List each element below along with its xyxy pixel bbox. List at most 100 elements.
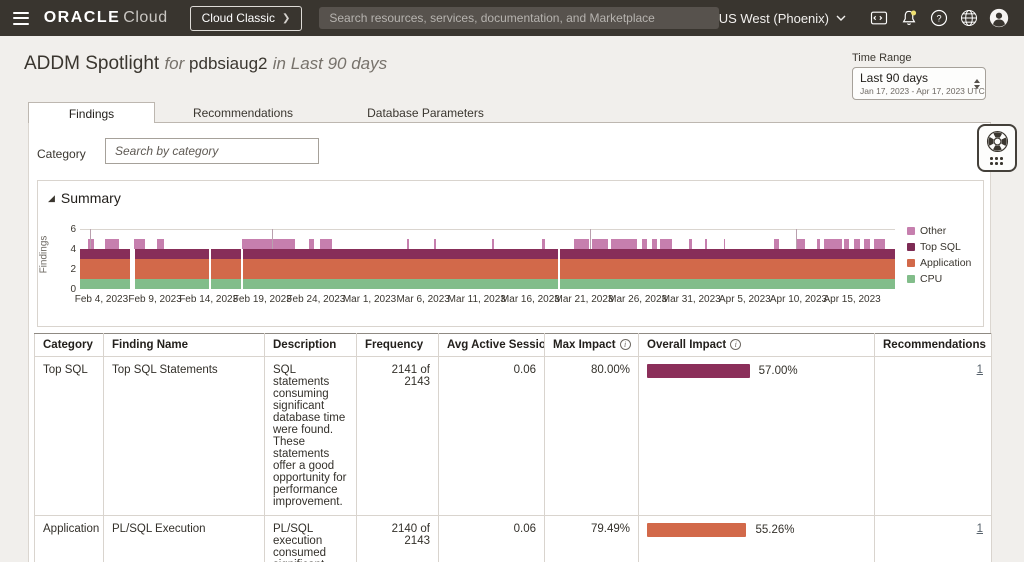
tab-database-parameters[interactable]: Database Parameters (367, 105, 484, 120)
x-axis-tick: Mar 21, 2023 (554, 294, 614, 305)
legend-item-cpu: CPU (907, 273, 971, 285)
series-segment-other (705, 239, 707, 249)
spotlight-widget-button[interactable] (977, 124, 1017, 172)
series-segment-other (816, 239, 820, 249)
series-segment-other (573, 239, 590, 249)
x-axis-tick: Apr 15, 2023 (823, 294, 881, 305)
column-header-label: Overall Impact (647, 339, 727, 351)
user-avatar-icon[interactable] (984, 0, 1014, 36)
legend-item-application: Application (907, 257, 971, 269)
globe-language-icon[interactable] (954, 0, 984, 36)
column-header-category[interactable]: Category (34, 333, 104, 357)
recommendations-link[interactable]: 1 (976, 364, 983, 376)
page-title-for: for (164, 54, 185, 73)
global-search-input[interactable] (319, 7, 719, 29)
svg-text:?: ? (936, 13, 941, 23)
time-range-select[interactable]: Last 90 days Jan 17, 2023 - Apr 17, 2023… (852, 67, 986, 100)
cloud-shell-icon[interactable] (864, 0, 894, 36)
cell-overall-impact: 57.00% (638, 356, 875, 516)
x-axis-tick: Mar 1, 2023 (342, 294, 397, 305)
series-segment-other (864, 239, 870, 249)
column-header-frequency[interactable]: Frequency (356, 333, 439, 357)
series-segment-other (105, 239, 120, 249)
tab-findings[interactable]: Findings (28, 102, 155, 124)
series-segment-other (433, 239, 437, 249)
series-segment-other (591, 239, 609, 249)
hamburger-menu-icon[interactable] (13, 11, 29, 25)
chart-top-gridline (80, 229, 895, 230)
column-header-label: Recommendations (883, 339, 986, 351)
column-header-recommendations[interactable]: Recommendations (874, 333, 992, 357)
x-axis-tick: Mar 6, 2023 (396, 294, 450, 305)
x-axis-tick: Feb 14, 2023 (179, 294, 239, 305)
y-axis-tick: 2 (70, 264, 76, 275)
series-segment-other (824, 239, 843, 249)
x-axis-tick: Feb 19, 2023 (232, 294, 292, 305)
series-segment-other (723, 239, 726, 249)
series-segment-other (156, 239, 164, 249)
column-header-label: Frequency (365, 339, 424, 351)
brand-oracle: ORACLE (43, 9, 121, 26)
x-axis-tick: Mar 16, 2023 (500, 294, 560, 305)
cell-description: PL/SQL execution consumed significant da… (264, 515, 357, 562)
series-segment-other (641, 239, 648, 249)
summary-panel: ◢ Summary 6 4 2 0 Findings Feb 4, 2023 Feb 9, … (37, 180, 984, 327)
info-icon[interactable]: i (730, 339, 742, 350)
cell-category: Top SQL (34, 356, 104, 516)
oracle-cloud-logo[interactable]: ORACLE Cloud (44, 9, 168, 27)
column-header-finding-name[interactable]: Finding Name (103, 333, 265, 357)
help-icon[interactable]: ? (924, 0, 954, 36)
impact-bar-wrap: 55.26% (647, 523, 866, 537)
impact-value: 55.26% (755, 524, 795, 536)
page-title-range: in Last 90 days (272, 54, 388, 73)
region-selector[interactable]: US West (Phoenix) (719, 11, 846, 26)
series-segment-other (309, 239, 314, 249)
series-segment-other (773, 239, 780, 249)
column-header-max-impact[interactable]: Max Impact i (544, 333, 639, 357)
y-axis-tick: 4 (70, 244, 76, 255)
series-segment-other (542, 239, 545, 249)
legend-swatch-icon (907, 243, 915, 251)
category-search-input[interactable] (105, 138, 319, 164)
data-gap (557, 249, 561, 289)
topbar-right-group: US West (Phoenix) ? (719, 0, 1024, 36)
series-segment-other (854, 239, 860, 249)
cloud-classic-label: Cloud Classic (201, 11, 275, 25)
findings-tab-panel: Category ◢ Summary 6 4 2 0 Findings Feb 4, 20… (28, 123, 992, 562)
page-title: ADDM Spotlight for pdbsiaug2 in Last 90 … (24, 53, 387, 75)
column-header-label: Max Impact (553, 339, 616, 351)
cell-max-impact: 79.49% (544, 515, 639, 562)
page-title-main: ADDM Spotlight (24, 53, 160, 74)
notifications-bell-icon[interactable] (894, 0, 924, 36)
tab-recommendations[interactable]: Recommendations (192, 105, 294, 120)
y-axis-tick: 0 (70, 284, 76, 295)
cell-frequency: 2140 of 2143 (356, 515, 439, 562)
dots-grid-icon (990, 157, 1004, 166)
impact-bar-wrap: 57.00% (647, 364, 866, 378)
column-header-avg-active-sessions[interactable]: Avg Active Sessionsi (438, 333, 545, 357)
series-segment-other (133, 239, 146, 249)
series-band-application (80, 259, 895, 279)
series-segment-other (873, 239, 886, 249)
legend-swatch-icon (907, 275, 915, 283)
series-segment-other (797, 239, 805, 249)
series-segment-other (242, 239, 296, 249)
info-icon[interactable]: i (619, 339, 631, 350)
cell-category: Application (34, 515, 104, 562)
cloud-classic-button[interactable]: Cloud Classic ❯ (189, 5, 303, 31)
series-segment-other (688, 239, 693, 249)
legend-item-top-sql: Top SQL (907, 241, 971, 253)
summary-collapse-header[interactable]: ◢ Summary (48, 190, 121, 206)
chevron-right-icon: ❯ (281, 12, 291, 24)
column-header-description[interactable]: Description (264, 333, 357, 357)
brand-cloud: Cloud (123, 9, 168, 26)
series-segment-other (652, 239, 657, 249)
chevron-down-icon (836, 15, 846, 21)
category-filter-label: Category (37, 147, 86, 161)
recommendations-link[interactable]: 1 (976, 523, 983, 535)
findings-summary-chart: 6 4 2 0 Findings Feb 4, 2023 Feb 9, 2023 Feb 14… (38, 181, 983, 326)
column-header-overall-impact[interactable]: Overall Impact i (638, 333, 875, 357)
cell-recommendations: 1 (874, 515, 992, 562)
chart-legend: Other Top SQL Application CPU (907, 225, 971, 289)
